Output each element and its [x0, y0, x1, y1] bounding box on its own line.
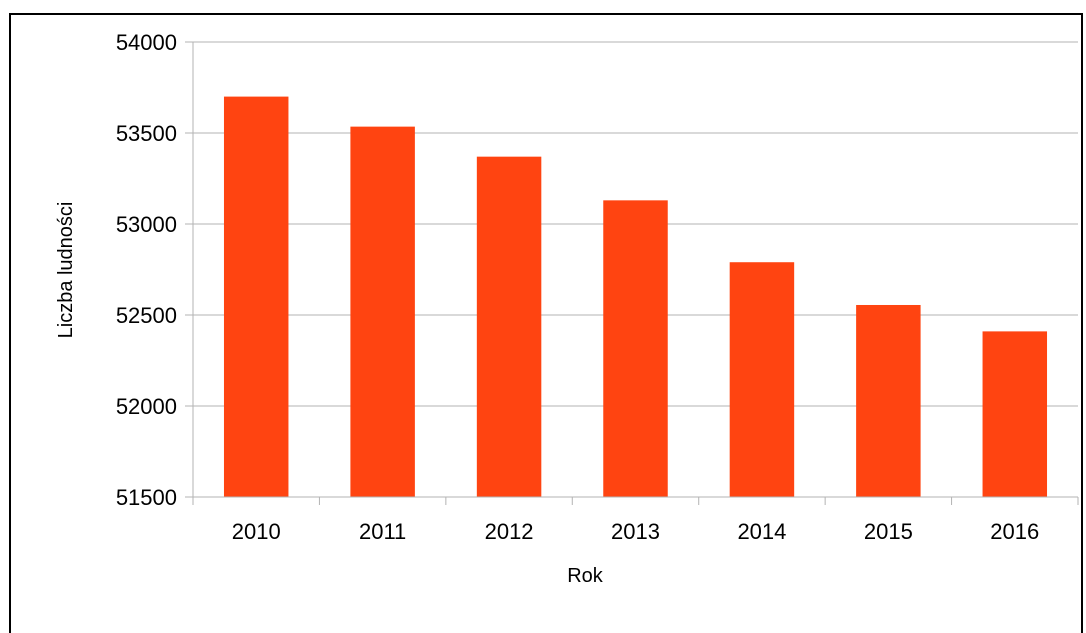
x-tick-label: 2014: [737, 519, 786, 544]
y-tick-label: 52000: [116, 394, 177, 419]
x-tick-label: 2012: [485, 519, 534, 544]
y-tick-label: 53000: [116, 212, 177, 237]
y-tick-label: 52500: [116, 303, 177, 328]
x-tick-label: 2011: [359, 519, 406, 544]
bars: [223, 96, 1048, 497]
bar: [856, 304, 921, 497]
x-tick-label: 2016: [990, 519, 1039, 544]
x-tick-label: 2010: [232, 519, 281, 544]
x-tick-labels: 2010 2011 2012 2013 2014 2015 2016: [232, 519, 1040, 544]
x-tick-label: 2013: [611, 519, 660, 544]
bar: [223, 96, 289, 497]
bar: [476, 156, 542, 497]
y-tick-label: 51500: [116, 485, 177, 510]
bar: [729, 262, 795, 497]
axes: [185, 41, 1079, 505]
bar: [350, 126, 415, 497]
x-axis-title: Rok: [567, 565, 604, 587]
x-tick-label: 2015: [864, 519, 913, 544]
y-tick-labels: 51500 52000 52500 53000 53500 54000: [116, 30, 177, 510]
y-tick-label: 53500: [116, 121, 177, 146]
bar: [982, 331, 1048, 497]
bar: [603, 200, 668, 497]
y-axis-title: Liczba ludności: [55, 202, 77, 339]
y-tick-label: 54000: [116, 30, 177, 55]
